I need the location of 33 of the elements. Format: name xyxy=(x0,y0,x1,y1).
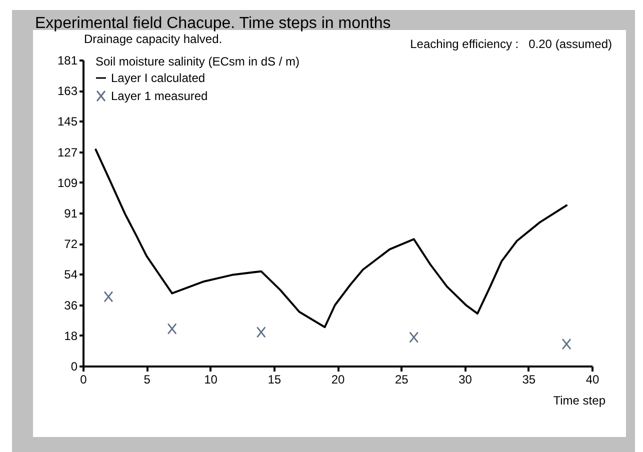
y-tick-label: 163 xyxy=(57,84,78,98)
y-tick-label: 18 xyxy=(64,328,78,343)
y-tick-label: 109 xyxy=(57,176,78,190)
text: Leaching efficiency : 0.20 (assumed) xyxy=(410,37,612,51)
y-tick-label: 54 xyxy=(64,268,78,282)
y-tick-label: 36 xyxy=(64,298,78,312)
point xyxy=(104,290,114,302)
x-tick-label: 40 xyxy=(586,372,600,386)
y-axis-title: Soil moisture salinity (ECsm in dS / m) xyxy=(96,54,300,68)
x-tick-label: 25 xyxy=(394,372,409,386)
x-tick-label: 35 xyxy=(522,372,536,386)
chart-title: Experimental field Chacupe. Time steps in months xyxy=(35,15,391,32)
y-tick-label: 91 xyxy=(64,206,78,220)
line-series xyxy=(94,148,568,328)
point xyxy=(167,323,177,335)
point xyxy=(409,332,419,343)
x-tick-label: 5 xyxy=(144,372,151,386)
y-tick-label: 181 xyxy=(57,54,78,68)
x-tick-label: 10 xyxy=(204,372,218,386)
y-tick-label: 0 xyxy=(70,360,78,374)
x-tick-label: 20 xyxy=(331,372,345,386)
x-tick-label: 15 xyxy=(268,372,282,386)
point xyxy=(256,326,266,338)
legend-label: Layer I calculated xyxy=(111,71,206,85)
text: Drainage capacity halved. xyxy=(84,32,222,46)
y-tick-label: 145 xyxy=(57,114,78,129)
x-axis-title: Time step xyxy=(553,394,606,408)
point xyxy=(562,338,572,350)
x-tick-label: 30 xyxy=(458,372,472,386)
legend-label: Layer 1 measured xyxy=(111,89,208,103)
y-tick-label: 72 xyxy=(64,237,78,252)
x-tick-label: 0 xyxy=(80,372,88,386)
y-tick-label: 127 xyxy=(57,145,78,160)
